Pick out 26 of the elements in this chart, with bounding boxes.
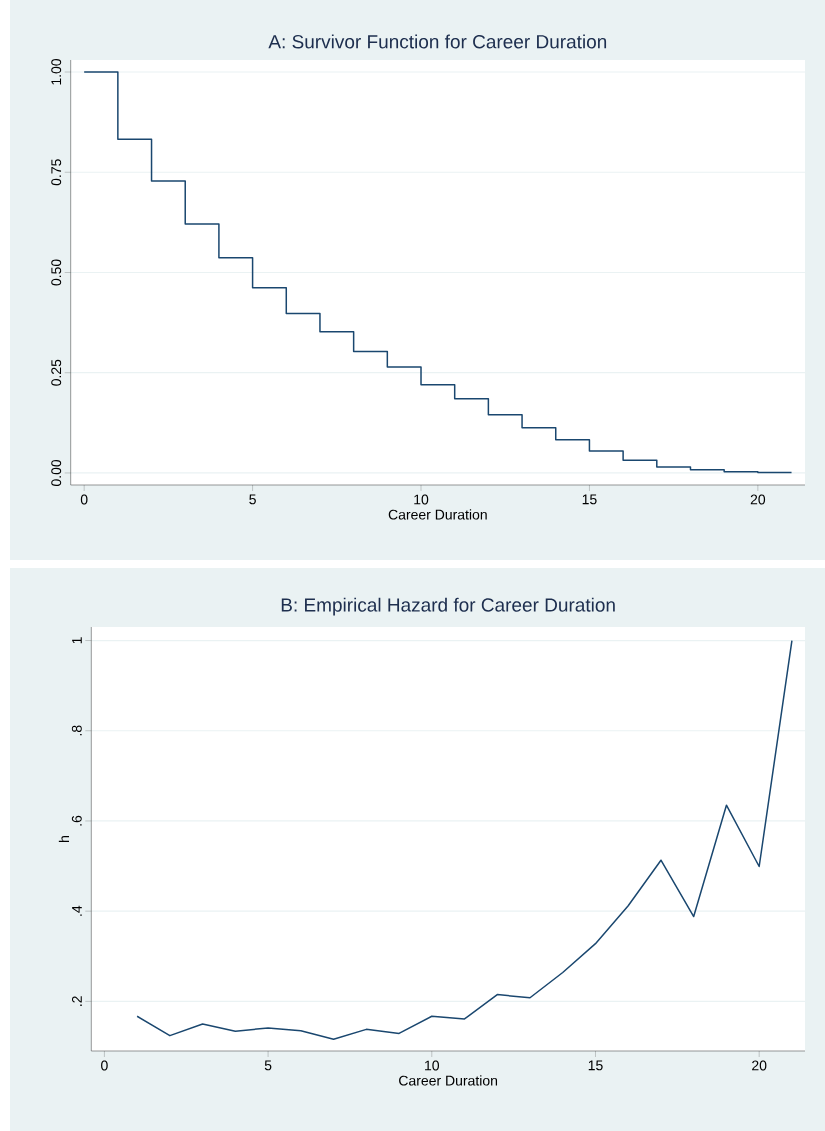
x-axis-title: Career Duration [399, 1075, 498, 1086]
x-tick-label: 15 [582, 494, 597, 505]
line-series [136, 639, 793, 1041]
x-tick-label: 15 [588, 1060, 603, 1071]
x-axis-title: Career Duration [388, 509, 487, 520]
x-tick-label: 5 [264, 1060, 272, 1071]
x-tick-label: 10 [425, 1060, 440, 1071]
y-tick-label: 0.50 [51, 259, 62, 286]
y-tick-label: .8 [71, 725, 82, 736]
x-tick-label: 5 [249, 494, 256, 505]
x-tick-label: 0 [80, 494, 88, 505]
x-tick-label: 20 [752, 1060, 767, 1071]
x-tick-label: 10 [414, 494, 429, 505]
y-tick-label: 0.75 [51, 159, 62, 186]
x-tick-label: 20 [750, 494, 766, 505]
y-tick-label: .2 [71, 996, 82, 1006]
y-tick-label: 1 [72, 637, 82, 644]
y-tick-label: 0.00 [51, 459, 62, 487]
chart-title: B: Empirical Hazard for Career Duration [281, 597, 615, 616]
y-tick-label: .4 [72, 905, 82, 916]
x-tick-label: 0 [101, 1060, 108, 1071]
chart-title: A: Survivor Function for Career Duration [268, 34, 607, 49]
y-tick-label: 0.25 [51, 359, 62, 386]
y-axis-title: h [58, 836, 69, 842]
y-tick-label: .6 [71, 815, 82, 826]
y-tick-label: 1.00 [51, 58, 62, 85]
